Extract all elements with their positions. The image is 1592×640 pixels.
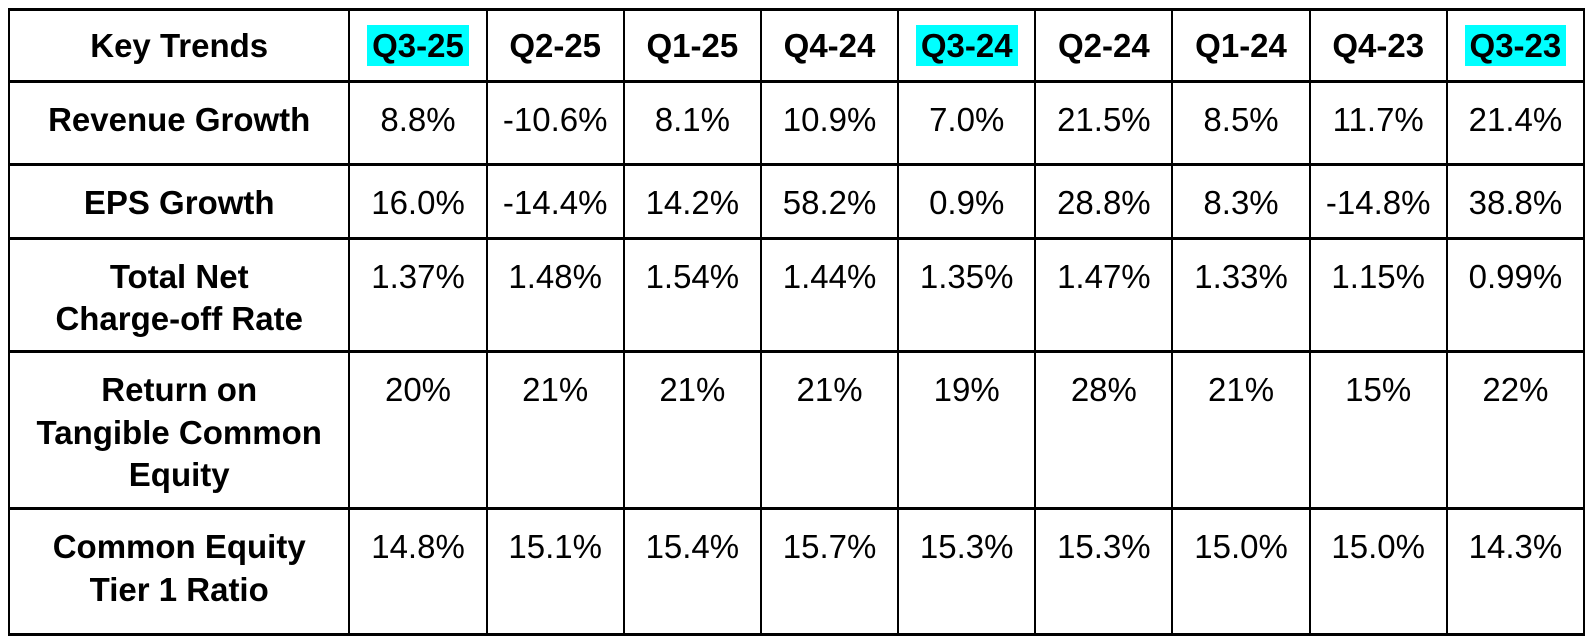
column-header-q1-25: Q1-25: [622, 8, 762, 83]
data-cell: 14.8%: [348, 507, 488, 637]
data-cell: 21.5%: [1034, 80, 1174, 166]
data-cell: 19%: [897, 350, 1037, 511]
table-row-return-on-tangible-common-equity: Return on Tangible Common Equity 20% 21%…: [7, 350, 1586, 511]
data-cell: -10.6%: [485, 80, 625, 166]
data-cell: 38.8%: [1445, 163, 1586, 240]
data-cell: 14.3%: [1445, 507, 1586, 637]
highlighted-quarter-label: Q3-25: [367, 24, 469, 66]
data-cell: 28.8%: [1034, 163, 1174, 240]
data-cell: 21%: [1171, 350, 1311, 511]
data-cell: 1.33%: [1171, 236, 1311, 354]
data-cell: 15.0%: [1171, 507, 1311, 637]
data-cell: 8.3%: [1171, 163, 1311, 240]
table-row-common-equity-tier-1-ratio: Common Equity Tier 1 Ratio 14.8% 15.1% 1…: [7, 507, 1586, 637]
data-cell: 0.9%: [897, 163, 1037, 240]
row-label: Total Net Charge-off Rate: [7, 236, 351, 354]
data-cell: -14.4%: [485, 163, 625, 240]
data-cell: 8.5%: [1171, 80, 1311, 166]
column-header-q4-24: Q4-24: [759, 8, 900, 83]
quarter-label: Q2-24: [1058, 26, 1150, 64]
data-cell: 58.2%: [759, 163, 900, 240]
table-row-revenue-growth: Revenue Growth 8.8% -10.6% 8.1% 10.9% 7.…: [7, 80, 1586, 166]
data-cell: 0.99%: [1445, 236, 1586, 354]
row-label: Revenue Growth: [7, 80, 351, 166]
data-cell: 1.44%: [759, 236, 900, 354]
data-cell: 1.35%: [897, 236, 1037, 354]
data-cell: 15.3%: [897, 507, 1037, 637]
data-cell: 11.7%: [1308, 80, 1448, 166]
row-label: Common Equity Tier 1 Ratio: [7, 507, 351, 637]
data-cell: 21%: [622, 350, 762, 511]
data-cell: 20%: [348, 350, 488, 511]
column-header-q2-24: Q2-24: [1034, 8, 1174, 83]
data-cell: 7.0%: [897, 80, 1037, 166]
column-header-q3-24: Q3-24: [897, 8, 1037, 83]
data-cell: 1.48%: [485, 236, 625, 354]
data-cell: 8.1%: [622, 80, 762, 166]
data-cell: 1.37%: [348, 236, 488, 354]
data-cell: 15.1%: [485, 507, 625, 637]
quarter-label: Q1-24: [1195, 26, 1287, 64]
data-cell: 15%: [1308, 350, 1448, 511]
data-cell: 8.8%: [348, 80, 488, 166]
data-cell: 15.0%: [1308, 507, 1448, 637]
column-header-q1-24: Q1-24: [1171, 8, 1311, 83]
highlighted-quarter-label: Q3-23: [1464, 24, 1567, 66]
quarter-label: Q2-25: [509, 26, 602, 64]
data-cell: 28%: [1034, 350, 1174, 511]
data-cell: 21.4%: [1445, 80, 1586, 166]
highlighted-quarter-label: Q3-24: [915, 24, 1018, 66]
data-cell: 15.4%: [622, 507, 762, 637]
table-title: Key Trends: [7, 8, 351, 83]
column-header-q2-25: Q2-25: [485, 8, 625, 83]
column-header-q3-25: Q3-25: [348, 8, 488, 83]
quarter-label: Q4-23: [1332, 26, 1425, 64]
data-cell: 21%: [759, 350, 900, 511]
data-cell: 15.7%: [759, 507, 900, 637]
table-row-eps-growth: EPS Growth 16.0% -14.4% 14.2% 58.2% 0.9%…: [7, 163, 1586, 240]
row-label: EPS Growth: [7, 163, 351, 240]
row-label: Return on Tangible Common Equity: [7, 350, 351, 511]
data-cell: 22%: [1445, 350, 1586, 511]
data-cell: 1.15%: [1308, 236, 1448, 354]
data-cell: 1.47%: [1034, 236, 1174, 354]
column-header-q4-23: Q4-23: [1308, 8, 1448, 83]
table-row-net-charge-off-rate: Total Net Charge-off Rate 1.37% 1.48% 1.…: [7, 236, 1586, 354]
data-cell: -14.8%: [1308, 163, 1448, 240]
column-header-q3-23: Q3-23: [1445, 8, 1586, 83]
quarter-label: Q1-25: [646, 26, 739, 64]
header-row: Key Trends Q3-25 Q2-25 Q1-25 Q4-24 Q3-24…: [7, 8, 1586, 83]
data-cell: 10.9%: [759, 80, 900, 166]
key-trends-table: Key Trends Q3-25 Q2-25 Q1-25 Q4-24 Q3-24…: [7, 8, 1586, 637]
quarter-label: Q4-24: [783, 26, 876, 64]
data-cell: 21%: [485, 350, 625, 511]
data-cell: 14.2%: [622, 163, 762, 240]
data-cell: 16.0%: [348, 163, 488, 240]
table-title-label: Key Trends: [90, 26, 269, 64]
data-cell: 15.3%: [1034, 507, 1174, 637]
data-cell: 1.54%: [622, 236, 762, 354]
